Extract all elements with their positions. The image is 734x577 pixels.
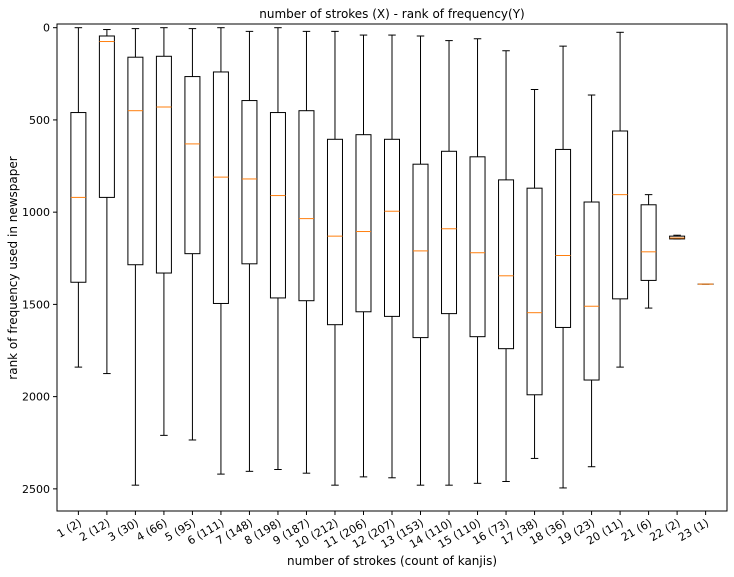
box-17	[527, 89, 542, 458]
box-body	[470, 157, 485, 337]
x-tick-label: 21 (6)	[619, 516, 654, 544]
box-body	[99, 36, 114, 197]
box-3	[128, 29, 143, 486]
box-21	[641, 195, 656, 308]
y-tick-label: 1000	[22, 206, 50, 219]
box-15	[470, 39, 485, 484]
box-body	[327, 139, 342, 324]
box-4	[156, 28, 171, 436]
box-1	[71, 28, 86, 367]
x-tick-label: 4 (66)	[134, 516, 169, 544]
box-2	[99, 30, 114, 374]
box-12	[385, 35, 400, 478]
box-14	[442, 41, 457, 486]
y-tick-label: 1500	[22, 298, 50, 311]
box-body	[499, 180, 514, 349]
box-18	[556, 46, 571, 488]
box-5	[185, 29, 200, 440]
y-tick-label: 500	[29, 114, 50, 127]
y-tick-label: 2000	[22, 391, 50, 404]
box-body	[356, 135, 371, 312]
box-body	[641, 205, 656, 281]
box-body	[299, 111, 314, 301]
box-body	[442, 151, 457, 313]
box-body	[128, 57, 143, 265]
x-axis-label: number of strokes (count of kanjis)	[287, 554, 497, 568]
x-tick-label: 3 (30)	[106, 516, 141, 544]
box-body	[527, 188, 542, 395]
box-22	[670, 235, 685, 239]
y-tick-label: 0	[43, 22, 50, 35]
box-13	[413, 36, 428, 485]
box-body	[613, 131, 628, 299]
box-body	[242, 101, 257, 264]
box-body	[270, 113, 285, 298]
box-body	[584, 202, 599, 380]
y-axis-label: rank of frequency used in newspaper	[6, 156, 20, 379]
box-8	[270, 28, 285, 470]
box-body	[213, 72, 228, 304]
box-7	[242, 31, 257, 471]
box-19	[584, 95, 599, 467]
box-16	[499, 51, 514, 482]
box-6	[213, 28, 228, 474]
box-10	[327, 31, 342, 485]
box-body	[156, 56, 171, 273]
chart-title: number of strokes (X) - rank of frequenc…	[259, 7, 524, 21]
box-body	[556, 149, 571, 327]
y-tick-label: 2500	[22, 483, 50, 496]
box-11	[356, 35, 371, 477]
x-tick-label: 22 (2)	[647, 516, 682, 544]
box-20	[613, 32, 628, 367]
box-body	[385, 139, 400, 316]
x-tick-label: 2 (12)	[77, 516, 112, 544]
x-tick-label: 23 (1)	[676, 516, 711, 544]
box-body	[185, 77, 200, 254]
box-9	[299, 31, 314, 473]
